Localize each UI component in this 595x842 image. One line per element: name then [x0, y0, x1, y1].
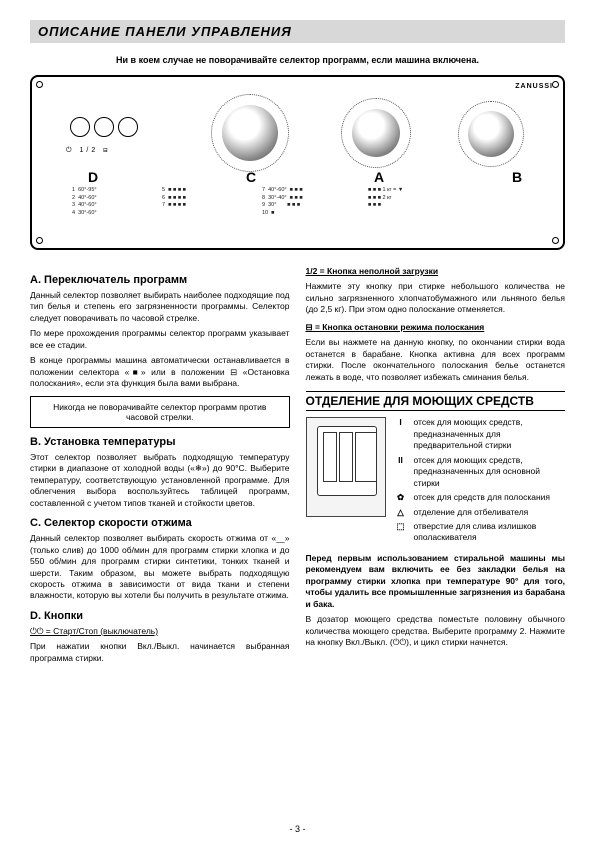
rinse-hold-title: ⊟ = Кнопка остановки режима полоскания	[306, 322, 566, 333]
section-a-p3: В конце программы машина автоматически о…	[30, 355, 290, 389]
label-a: A	[374, 169, 384, 185]
pre-use-text-2: В дозатор моющего средства поместьте пол…	[306, 614, 566, 648]
pre-use-text-1: Перед первым использованием стиральной м…	[306, 553, 566, 610]
section-a-title: A. Переключатель программ	[30, 274, 290, 286]
detergent-section-title: ОТДЕЛЕНИЕ ДЛЯ МОЮЩИХ СРЕДСТВ	[306, 391, 566, 411]
detergent-list: Iотсек для моющих средств, предназначенн…	[394, 417, 566, 547]
panel-buttons	[70, 117, 138, 137]
legend-4: ■ ■ ■ 1 кг = ▼ ■ ■ ■ 2 кг ■ ■ ■	[368, 187, 403, 210]
left-column: A. Переключатель программ Данный селекто…	[30, 266, 290, 668]
legend-1: 1 60°-95° 2 40°-60° 3 40°-60° 4 30°-60°	[72, 187, 97, 218]
page-header: ОПИСАНИЕ ПАНЕЛИ УПРАВЛЕНИЯ	[30, 20, 565, 43]
top-warning: Ни в коем случае не поворачивайте селект…	[30, 55, 565, 65]
button-icons: ⏻ 1/2 ⊟	[66, 147, 111, 155]
dial-c	[222, 105, 278, 161]
half-load-text: Нажмите эту кнопку при стирке небольшого…	[306, 281, 566, 315]
page-number: - 3 -	[0, 824, 595, 834]
right-column: 1/2 = Кнопка неполной загрузки Нажмите э…	[306, 266, 566, 668]
legend-2: 5 ■ ■ ■ ■ 6 ■ ■ ■ ■ 7 ■ ■ ■ ■	[162, 187, 186, 210]
legend-3: 7 40°-60° ■ ■ ■ 8 30°-40° ■ ■ ■ 9 30° ■ …	[262, 187, 303, 218]
rinse-hold-text: Если вы нажмете на данную кнопку, по око…	[306, 337, 566, 383]
half-load-title: 1/2 = Кнопка неполной загрузки	[306, 266, 566, 277]
label-d: D	[88, 169, 98, 185]
brand-label: ZANUSSI	[515, 83, 553, 90]
warning-box: Никогда не поворачивайте селектор програ…	[30, 396, 290, 428]
section-b-p1: Этот селектор позволяет выбрать подходящ…	[30, 452, 290, 509]
section-a-p1: Данный селектор позволяет выбирать наибо…	[30, 290, 290, 324]
start-stop-label: ⏻⏻ = Старт/Стоп (выключатель)	[30, 626, 290, 637]
section-c-title: C. Селектор скорости отжима	[30, 517, 290, 529]
label-c: C	[246, 169, 256, 185]
section-d-title: D. Кнопки	[30, 610, 290, 622]
label-b: B	[512, 169, 522, 185]
detergent-drawer-diagram	[306, 417, 386, 517]
control-panel-diagram: ZANUSSI ⏻ 1/2 ⊟ D C A B 1 60°-95° 2 40°-…	[30, 75, 565, 250]
dial-b	[468, 111, 514, 157]
section-c-p1: Данный селектор позволяет выбирать скоро…	[30, 533, 290, 602]
dial-a	[352, 109, 400, 157]
section-a-p2: По мере прохождения программы селектор п…	[30, 328, 290, 351]
section-d-p1: При нажатии кнопки Вкл./Выкл. начинается…	[30, 641, 290, 664]
section-b-title: B. Установка температуры	[30, 436, 290, 448]
